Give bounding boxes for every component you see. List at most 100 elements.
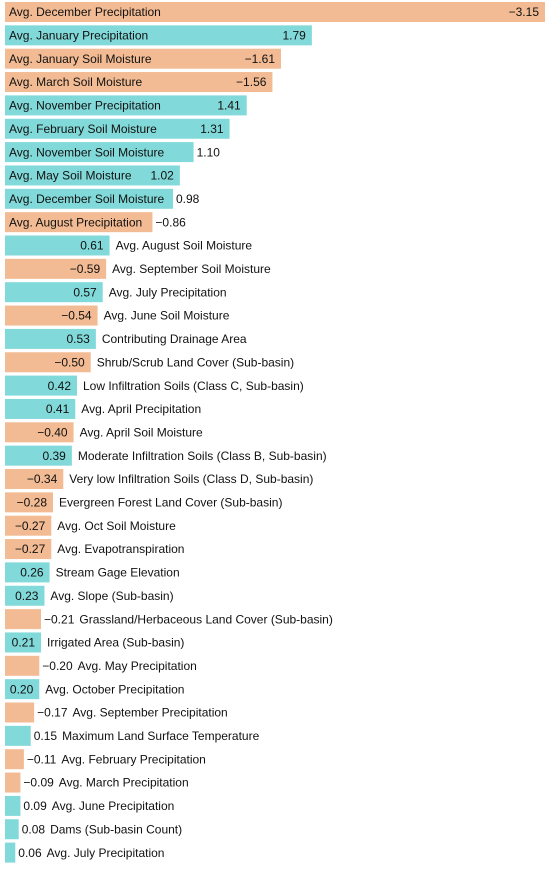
value-label: −0.20 (42, 659, 73, 673)
value-label: −0.59 (70, 262, 101, 276)
bar (5, 749, 24, 770)
bar (5, 258, 107, 279)
bar (5, 725, 31, 746)
value-label: 0.20 (10, 682, 34, 696)
bar (5, 328, 96, 349)
bar (5, 95, 247, 116)
category-label: Avg. May Precipitation (78, 659, 197, 673)
category-label: Avg. November Precipitation (9, 99, 161, 113)
category-label: Avg. February Soil Moisture (9, 122, 157, 136)
bar (5, 492, 53, 513)
value-label: 0.61 (80, 239, 104, 253)
bar (5, 679, 40, 700)
bar (5, 585, 45, 606)
category-label: Irrigated Area (Sub-basin) (47, 636, 184, 650)
value-label: 0.53 (66, 332, 90, 346)
bar (5, 422, 74, 443)
category-label: Avg. January Soil Moisture (9, 52, 152, 66)
bar (5, 305, 98, 326)
category-label: Avg. March Soil Moisture (9, 75, 142, 89)
value-label: 0.42 (48, 379, 72, 393)
category-label: Low Infiltration Soils (Class C, Sub-bas… (83, 379, 304, 393)
value-label: 1.10 (197, 145, 221, 159)
category-label: Avg. Evapotranspiration (57, 542, 184, 556)
category-label: Dams (Sub-basin Count) (50, 822, 182, 836)
value-label: −0.40 (37, 425, 68, 439)
category-label: Avg. July Precipitation (47, 846, 165, 860)
value-label: 0.41 (46, 402, 70, 416)
value-label: 0.98 (176, 192, 200, 206)
value-label: 1.79 (282, 29, 306, 43)
category-label: Avg. June Soil Moisture (104, 309, 230, 323)
category-label: Avg. January Precipitation (9, 29, 148, 43)
value-label: −0.86 (155, 215, 186, 229)
bar (5, 352, 91, 373)
bar (5, 562, 50, 583)
category-label: Avg. February Precipitation (61, 752, 206, 766)
category-label: Avg. December Soil Moisture (9, 192, 165, 206)
category-label: Moderate Infiltration Soils (Class B, Su… (78, 449, 327, 463)
bar (5, 795, 21, 816)
value-label: −0.21 (44, 612, 75, 626)
bar (5, 772, 21, 793)
bar (5, 398, 76, 419)
value-label: −0.28 (17, 496, 48, 510)
value-label: 0.23 (15, 589, 39, 603)
value-label: 0.09 (23, 799, 47, 813)
category-label: Avg. September Soil Moisture (112, 262, 271, 276)
bar (5, 842, 16, 863)
bar (5, 702, 35, 723)
bar (5, 282, 103, 303)
bar (5, 212, 153, 233)
bar (5, 2, 545, 22)
bar (5, 632, 41, 653)
category-label: Evergreen Forest Land Cover (Sub-basin) (59, 496, 282, 510)
bar (5, 235, 110, 256)
bar (5, 609, 41, 630)
value-label: −0.09 (23, 776, 54, 790)
value-label: 1.02 (150, 169, 174, 183)
value-label: 0.21 (12, 636, 36, 650)
bar (5, 118, 230, 139)
value-label: 0.06 (18, 846, 42, 860)
value-label: −0.17 (37, 706, 68, 720)
category-label: Avg. April Precipitation (81, 402, 201, 416)
bar (5, 655, 40, 676)
bar (5, 188, 173, 209)
bar (5, 25, 312, 46)
bar (5, 48, 281, 69)
value-label: −0.27 (15, 542, 46, 556)
category-label: Avg. Slope (Sub-basin) (50, 589, 173, 603)
value-label: 0.39 (42, 449, 66, 463)
value-label: 0.57 (73, 285, 97, 299)
category-label: Avg. December Precipitation (9, 5, 161, 19)
bar (5, 515, 52, 536)
category-label: Avg. June Precipitation (52, 799, 175, 813)
value-label: −0.34 (27, 472, 58, 486)
category-label: Avg. March Precipitation (59, 776, 189, 790)
value-label: 1.31 (200, 122, 224, 136)
category-label: Grassland/Herbaceous Land Cover (Sub-bas… (79, 612, 332, 626)
bar (5, 445, 72, 466)
bar (5, 72, 273, 93)
value-label: −1.61 (245, 52, 276, 66)
value-label: 0.26 (20, 566, 44, 580)
value-label: 0.08 (22, 822, 46, 836)
category-label: Avg. October Precipitation (45, 682, 184, 696)
value-label: 1.41 (217, 99, 241, 113)
category-label: Very low Infiltration Soils (Class D, Su… (69, 472, 313, 486)
value-label: −0.11 (27, 752, 57, 766)
category-label: Avg. September Precipitation (73, 706, 228, 720)
value-label: −0.54 (61, 309, 92, 323)
category-label: Avg. April Soil Moisture (80, 425, 203, 439)
category-label: Avg. July Precipitation (109, 285, 227, 299)
category-label: Contributing Drainage Area (102, 332, 247, 346)
category-label: Avg. May Soil Moisture (9, 169, 132, 183)
category-label: Avg. August Soil Moisture (116, 239, 253, 253)
category-label: Shrub/Scrub Land Cover (Sub-basin) (97, 355, 294, 369)
category-label: Avg. August Precipitation (9, 215, 142, 229)
bar (5, 375, 77, 396)
category-label: Avg. Oct Soil Moisture (57, 519, 176, 533)
